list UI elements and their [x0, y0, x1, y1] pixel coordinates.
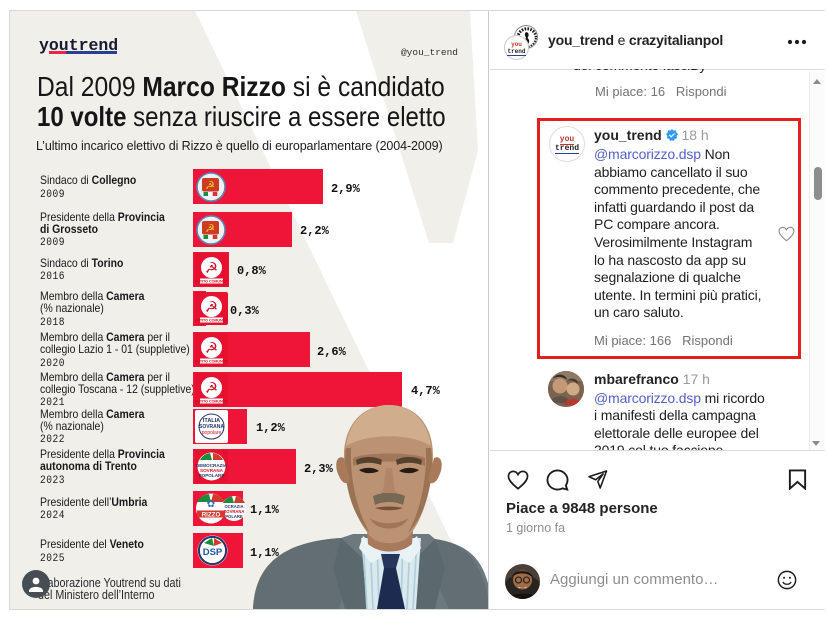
svg-text:popolare: popolare [202, 430, 222, 436]
svg-text:☭: ☭ [205, 340, 218, 357]
svg-text:☭: ☭ [205, 180, 215, 192]
svg-text:✿: ✿ [207, 499, 215, 510]
svg-text:POPOLARE: POPOLARE [199, 473, 225, 478]
svg-text:☭: ☭ [205, 299, 218, 316]
svg-text:PARTITO COMUNISTA: PARTITO COMUNISTA [195, 360, 228, 364]
svg-text:DSP: DSP [203, 547, 223, 558]
svg-text:☭: ☭ [205, 260, 218, 277]
svg-text:SOVRANA: SOVRANA [224, 509, 245, 514]
svg-text:POLARE: POLARE [225, 514, 243, 519]
svg-text:OCRAZIA: OCRAZIA [224, 504, 243, 509]
svg-text:PARTITO COMUNISTA: PARTITO COMUNISTA [195, 279, 228, 283]
svg-text:ITALIA: ITALIA [203, 418, 220, 424]
svg-text:SOVRANA: SOVRANA [200, 468, 224, 473]
svg-text:☭: ☭ [205, 223, 215, 235]
svg-text:PARTITO COMUNISTA: PARTITO COMUNISTA [195, 399, 228, 403]
svg-text:SOVRANA: SOVRANA [199, 424, 224, 430]
svg-text:DEMOCRAZIA: DEMOCRAZIA [196, 463, 228, 468]
svg-text:RIZZO: RIZZO [202, 511, 221, 518]
svg-text:☭: ☭ [205, 380, 218, 397]
svg-text:PARTITO COMUNISTA: PARTITO COMUNISTA [195, 319, 228, 323]
